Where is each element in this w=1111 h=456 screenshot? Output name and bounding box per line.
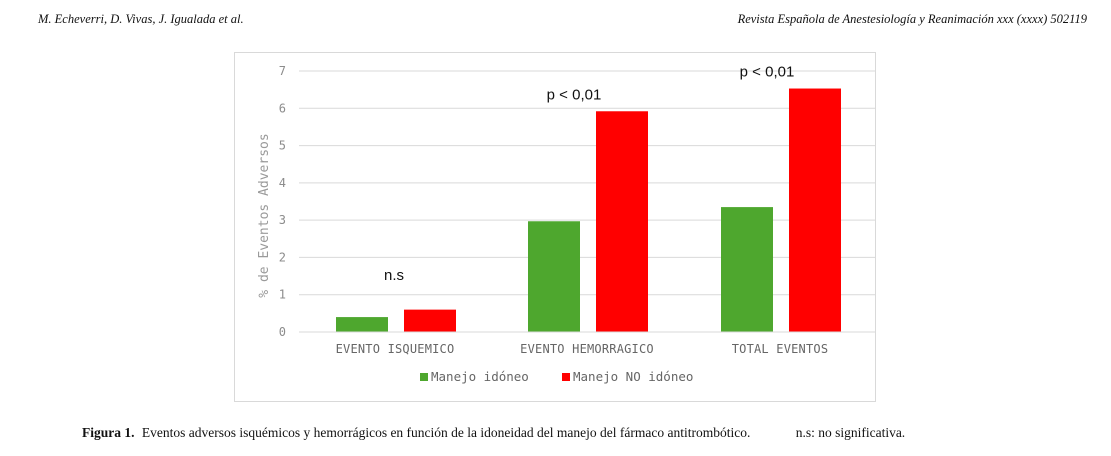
- bar-manejo-no-idoneo: [789, 88, 841, 332]
- y-tick-label: 6: [279, 101, 286, 115]
- y-tick-label: 4: [279, 176, 286, 190]
- figure-caption-text: Eventos adversos isquémicos y hemorrágic…: [141, 425, 751, 440]
- chart-frame: 0 1 2 3 4 5 6 7 % de Eventos Adversos EVENTO ISQU…: [234, 52, 876, 402]
- y-tick-label: 5: [279, 139, 286, 153]
- legend-swatch: [562, 373, 570, 381]
- x-tick-label: EVENTO ISQUEMICO: [336, 342, 455, 356]
- y-tick-label: 7: [279, 64, 286, 78]
- significance-annotation: p < 0,01: [547, 86, 602, 103]
- bar-manejo-no-idoneo: [596, 111, 648, 332]
- figure-caption: Figura 1. Eventos adversos isquémicos y …: [82, 425, 905, 441]
- y-tick-label: 2: [279, 250, 286, 264]
- significance-annotation: p < 0,01: [740, 64, 795, 81]
- x-tick-label: TOTAL EVENTOS: [732, 342, 829, 356]
- running-head-journal: Revista Española de Anestesiología y Rea…: [737, 12, 1087, 26]
- x-tick-label: EVENTO HEMORRAGICO: [520, 342, 654, 356]
- y-tick-label: 0: [279, 325, 286, 339]
- bar-manejo-idoneo: [336, 317, 388, 332]
- bar-manejo-idoneo: [721, 207, 773, 332]
- figure-label: Figura 1.: [82, 425, 135, 440]
- legend-label: Manejo idóneo: [431, 369, 529, 384]
- legend-label: Manejo NO idóneo: [573, 369, 693, 384]
- significance-annotation: n.s: [384, 267, 404, 284]
- y-axis-title: % de Eventos Adversos: [257, 133, 272, 297]
- figure-note: n.s: no significativa.: [795, 425, 906, 440]
- y-tick-label: 3: [279, 213, 286, 227]
- bar-chart: 0 1 2 3 4 5 6 7 % de Eventos Adversos EVENTO ISQU…: [257, 64, 875, 384]
- bar-manejo-idoneo: [528, 221, 580, 332]
- bar-manejo-no-idoneo: [404, 309, 456, 332]
- y-tick-label: 1: [279, 288, 286, 302]
- running-head-authors: M. Echeverri, D. Vivas, J. Igualada et a…: [38, 12, 244, 26]
- legend-swatch: [420, 373, 428, 381]
